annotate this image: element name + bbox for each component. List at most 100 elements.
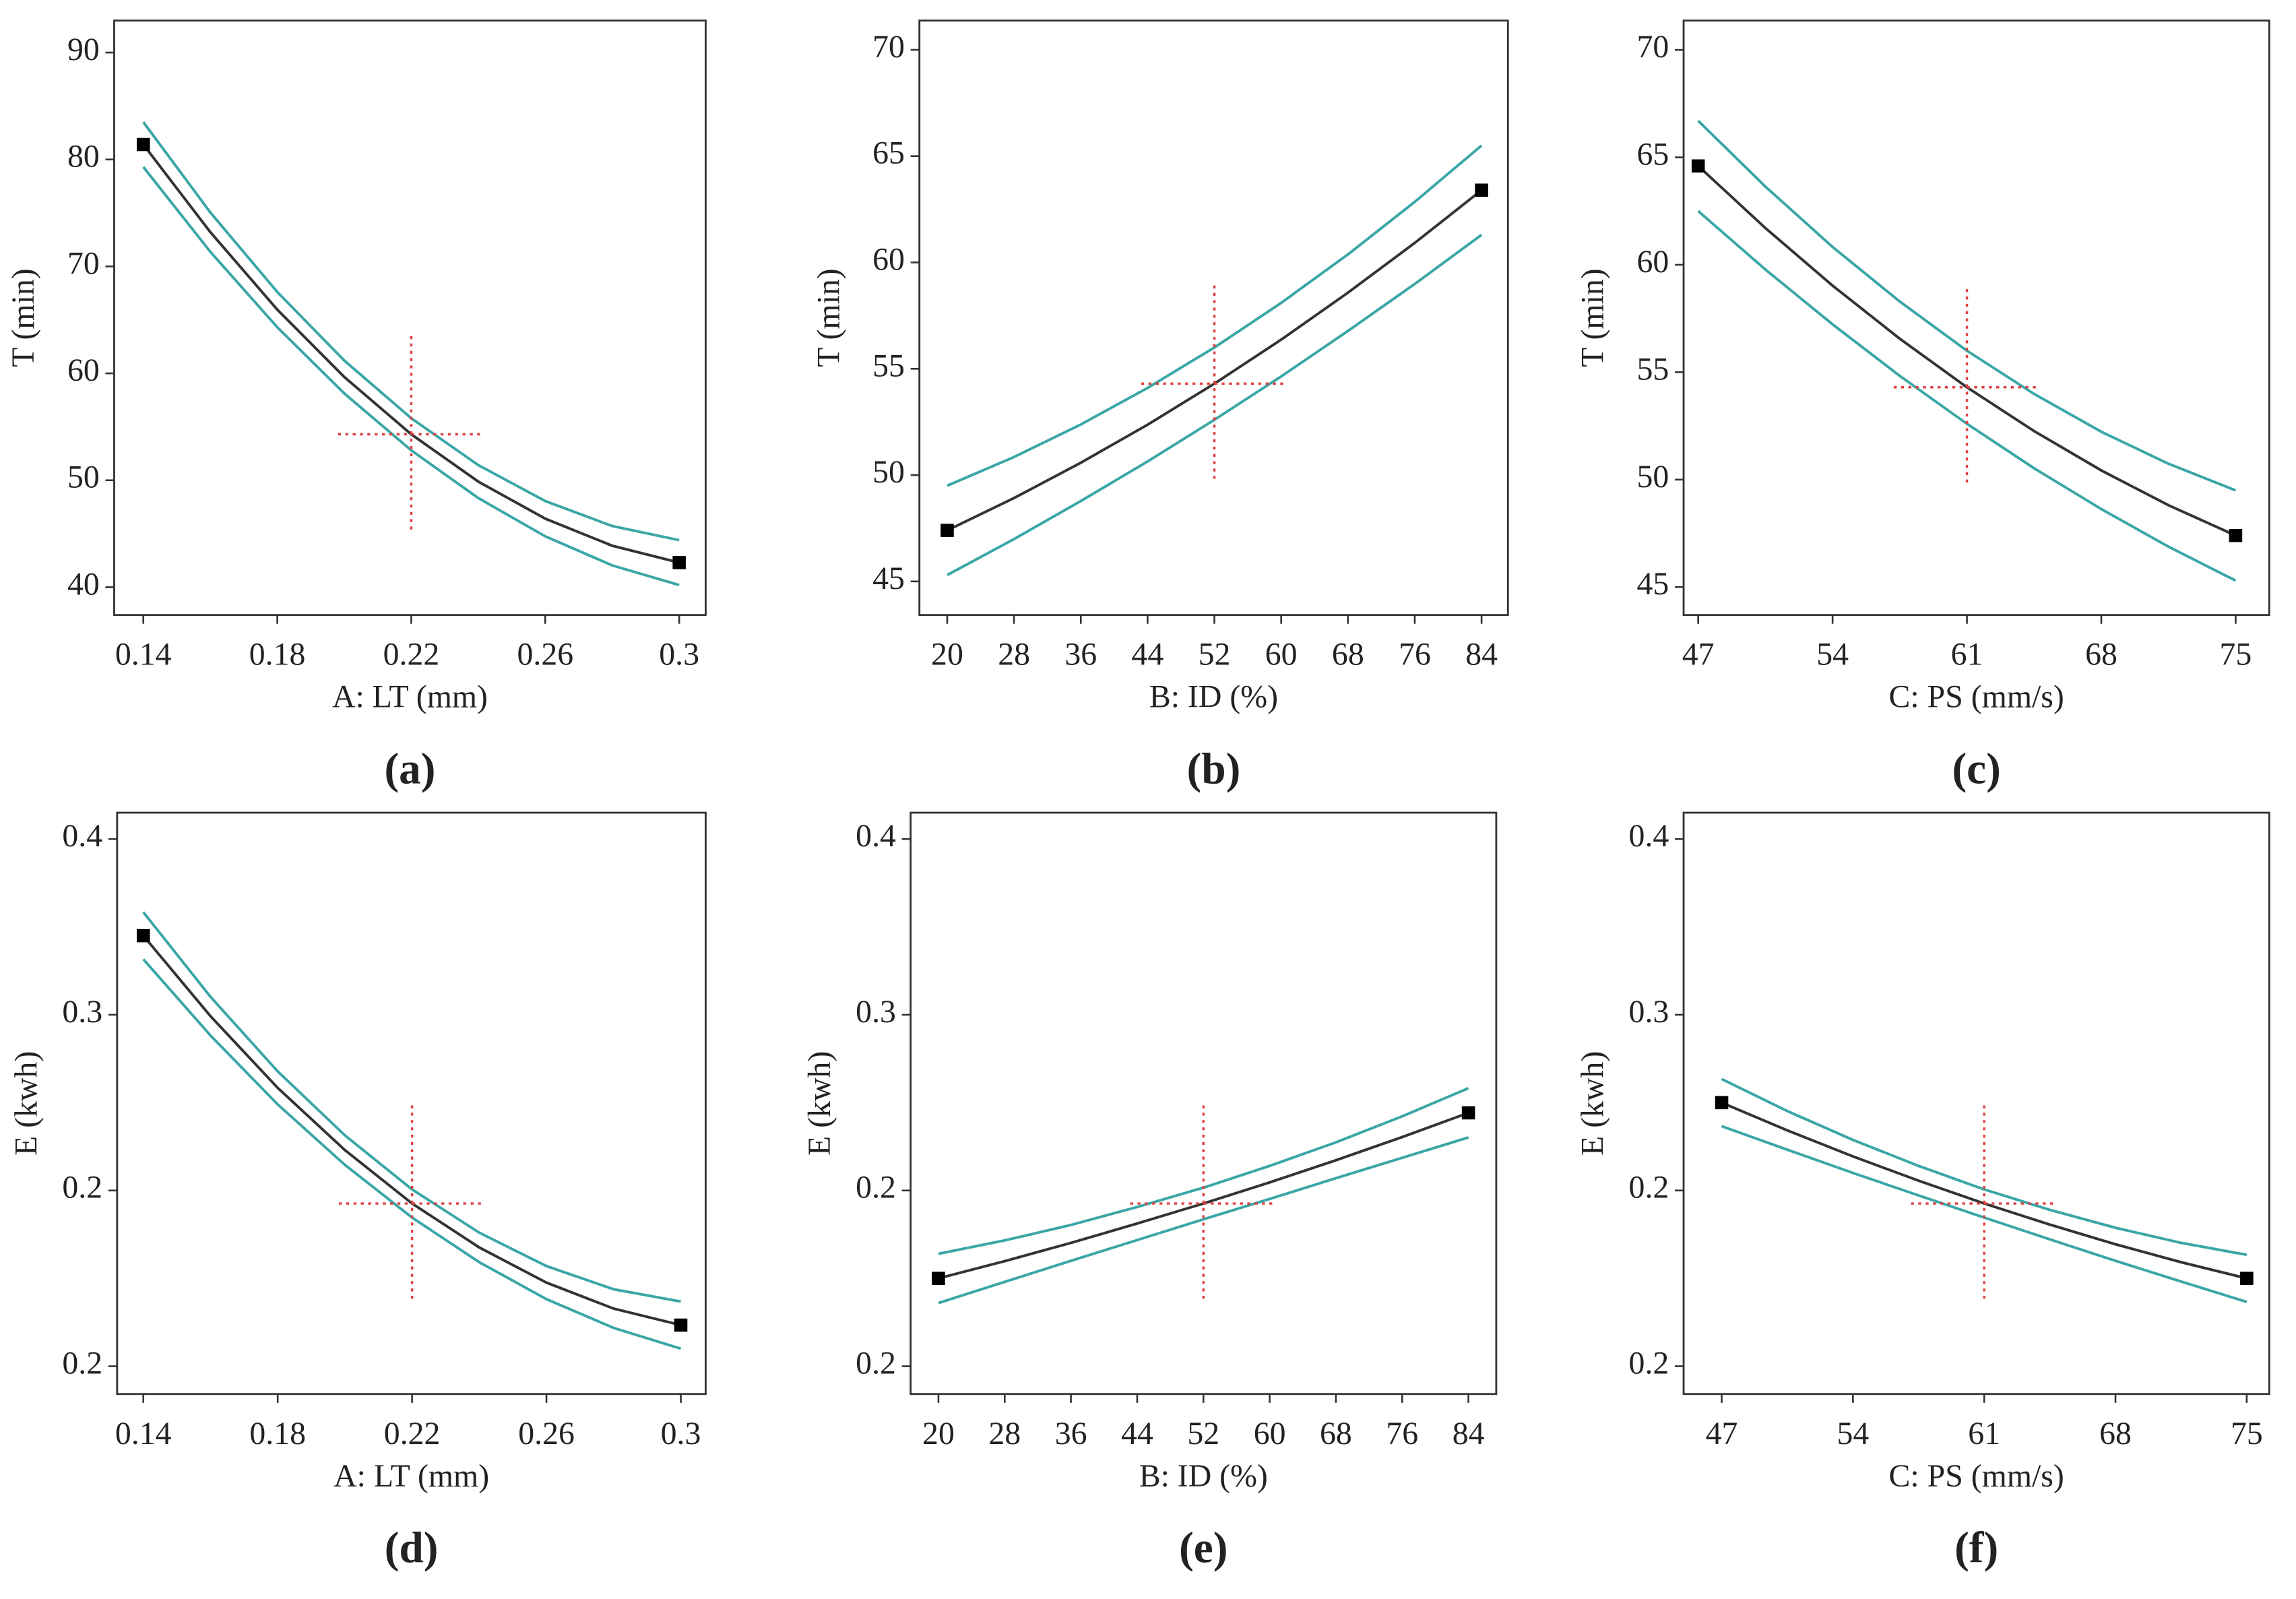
- design-point-crosshair: [1130, 1105, 1277, 1302]
- x-tick-label: 0.3: [659, 637, 699, 672]
- x-tick-label: 0.18: [249, 1416, 306, 1451]
- y-tick-label: 45: [1637, 566, 1669, 602]
- end-point: [2229, 528, 2243, 542]
- x-tick-label: 52: [1199, 637, 1231, 672]
- y-tick-label: 65: [872, 135, 905, 171]
- x-tick-label: 28: [998, 637, 1030, 672]
- ci-line: [142, 166, 680, 587]
- y-axis-label: T (min): [810, 268, 846, 367]
- x-tick-label: 0.26: [518, 1416, 575, 1451]
- plot-frame: [116, 811, 707, 1396]
- panel-label: (d): [385, 1524, 439, 1572]
- x-tick-label: 75: [2231, 1416, 2263, 1451]
- panel-label: (b): [1187, 745, 1241, 793]
- ci-line: [1697, 210, 2237, 582]
- ci-line: [947, 144, 1483, 487]
- x-tick-label: 0.26: [517, 637, 573, 672]
- x-axis-label: A: LT (mm): [333, 1458, 489, 1494]
- x-tick-label: 60: [1254, 1416, 1286, 1451]
- end-point: [1461, 1106, 1475, 1120]
- y-tick-label: 60: [872, 241, 905, 277]
- x-tick-label: 44: [1131, 637, 1163, 672]
- y-axis-label: E (kwh): [802, 1051, 837, 1156]
- y-tick-label: 0.2: [62, 1170, 102, 1205]
- y-tick-label: 0.4: [1629, 818, 1669, 854]
- x-tick-label: 76: [1386, 1416, 1418, 1451]
- end-point: [1691, 159, 1705, 173]
- plot-frame: [910, 811, 1498, 1396]
- x-tick-label: 20: [931, 637, 963, 672]
- x-tick-label: 54: [1816, 637, 1849, 672]
- panel-label: (a): [384, 745, 435, 793]
- panel-label: (f): [1954, 1524, 1998, 1572]
- end-point: [932, 1272, 945, 1285]
- x-tick-label: 0.18: [249, 637, 306, 672]
- x-tick-label: 68: [1332, 637, 1364, 672]
- x-tick-label: 47: [1706, 1416, 1738, 1451]
- x-tick-label: 84: [1453, 1416, 1485, 1451]
- y-tick-label: 60: [1637, 244, 1669, 280]
- y-tick-label: 55: [872, 348, 905, 383]
- x-tick-label: 84: [1465, 637, 1498, 672]
- y-tick-label: 0.4: [62, 818, 102, 854]
- y-tick-label: 0.2: [856, 1346, 896, 1381]
- end-point: [940, 524, 954, 537]
- end-point: [2240, 1272, 2254, 1285]
- end-point: [136, 929, 150, 943]
- ci-line: [938, 1136, 1469, 1305]
- panel-label: (c): [1952, 745, 2000, 793]
- x-tick-label: 0.14: [115, 1416, 172, 1451]
- y-axis-label: T (min): [1575, 268, 1611, 367]
- x-axis-label: C: PS (mm/s): [1889, 679, 2064, 715]
- y-tick-label: 70: [1637, 29, 1669, 65]
- design-point-crosshair: [1911, 1105, 2058, 1302]
- design-point-crosshair: [338, 1105, 486, 1302]
- x-tick-label: 68: [1320, 1416, 1352, 1451]
- y-tick-label: 0.4: [856, 818, 896, 854]
- y-tick-label: 0.2: [1629, 1170, 1669, 1205]
- ci-line: [1697, 119, 2237, 492]
- y-tick-label: 0.2: [1629, 1346, 1669, 1381]
- x-tick-label: 68: [2085, 637, 2117, 672]
- y-tick-label: 40: [67, 566, 100, 602]
- x-tick-label: 60: [1265, 637, 1298, 672]
- y-tick-label: 65: [1637, 137, 1669, 173]
- x-tick-label: 52: [1187, 1416, 1219, 1451]
- plot-frame: [1682, 811, 2270, 1396]
- y-tick-label: 80: [67, 139, 100, 175]
- x-tick-label: 0.14: [115, 637, 172, 672]
- x-tick-label: 36: [1064, 637, 1097, 672]
- x-axis-label: A: LT (mm): [332, 679, 488, 715]
- x-tick-label: 47: [1682, 637, 1715, 672]
- x-tick-label: 20: [922, 1416, 955, 1451]
- x-tick-label: 0.22: [383, 637, 440, 672]
- end-point: [674, 1318, 688, 1332]
- y-axis-label: E (kwh): [1575, 1051, 1611, 1156]
- y-axis-label: T (min): [5, 268, 41, 367]
- design-point-crosshair: [1893, 289, 2041, 486]
- ci-line: [142, 911, 681, 1303]
- x-tick-label: 0.22: [384, 1416, 441, 1451]
- design-point-crosshair: [1141, 285, 1288, 482]
- end-point: [1715, 1096, 1729, 1110]
- y-tick-label: 50: [1637, 459, 1669, 495]
- x-tick-label: 61: [1968, 1416, 2000, 1451]
- plot-frame: [113, 20, 707, 617]
- y-tick-label: 70: [872, 29, 905, 65]
- y-tick-label: 50: [872, 454, 905, 490]
- design-point-crosshair: [338, 336, 485, 533]
- y-tick-label: 45: [872, 561, 905, 596]
- y-tick-label: 60: [67, 352, 100, 388]
- x-tick-label: 28: [988, 1416, 1021, 1451]
- x-tick-label: 76: [1399, 637, 1431, 672]
- x-axis-label: B: ID (%): [1139, 1458, 1268, 1494]
- y-tick-label: 90: [67, 32, 100, 67]
- x-tick-label: 61: [1951, 637, 1983, 672]
- x-tick-label: 54: [1837, 1416, 1869, 1451]
- y-tick-label: 0.3: [62, 994, 102, 1030]
- ci-line: [1721, 1077, 2247, 1257]
- x-tick-label: 75: [2220, 637, 2252, 672]
- end-point: [1475, 183, 1488, 197]
- end-point: [136, 137, 150, 152]
